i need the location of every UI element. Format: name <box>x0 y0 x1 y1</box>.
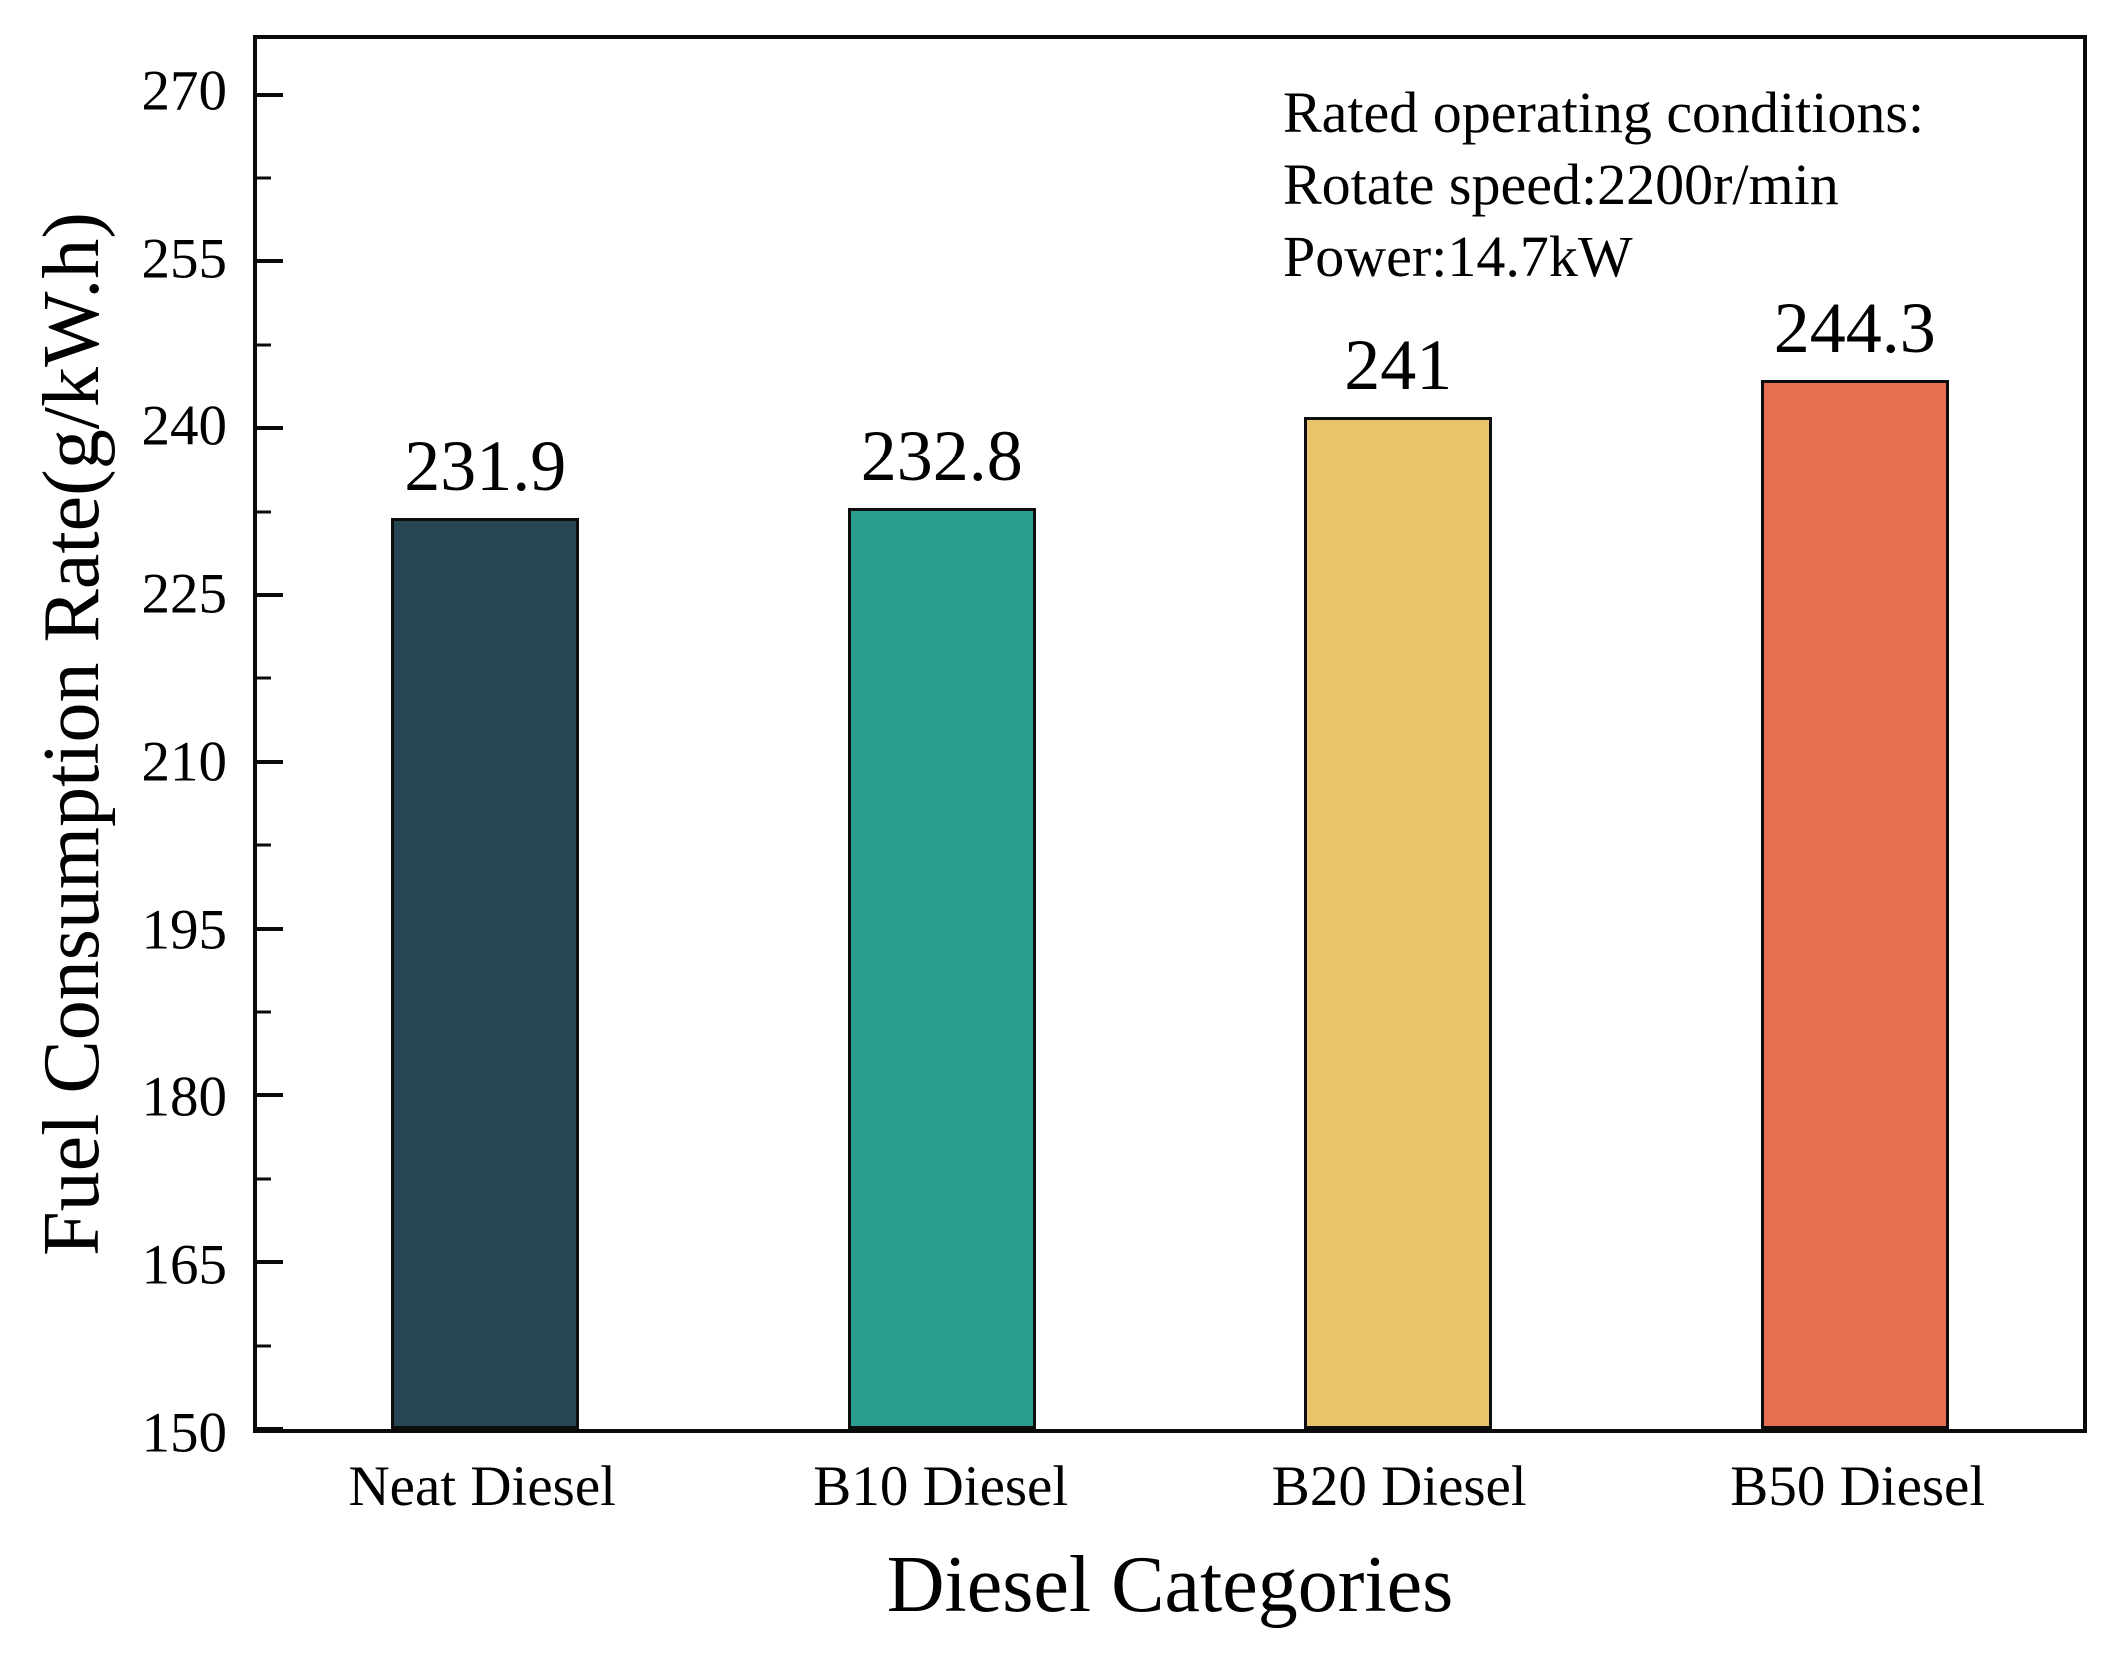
y-axis-major-tick <box>257 926 283 931</box>
y-axis-tick-label: 210 <box>141 730 228 794</box>
y-axis-major-tick <box>257 1427 283 1431</box>
y-axis-minor-tick <box>257 176 271 180</box>
bar <box>1760 380 1949 1429</box>
annotation-line: Rotate speed:2200r/min <box>1283 151 1839 217</box>
y-axis-tick-label: 195 <box>141 898 228 962</box>
x-axis-tick-label: B50 Diesel <box>1730 1455 1986 1518</box>
annotation-line: Rated operating conditions: <box>1283 80 1925 145</box>
bar-value-label: 244.3 <box>1773 288 1936 369</box>
bar <box>847 508 1036 1429</box>
y-axis-major-tick <box>257 92 283 97</box>
y-axis-major-tick <box>257 759 283 764</box>
bar-group-b20-diesel: 241 <box>1304 39 1493 1429</box>
bar <box>391 518 580 1429</box>
y-axis-minor-tick <box>257 510 271 514</box>
y-axis-minor-tick <box>257 343 271 347</box>
annotation-block: Rated operating conditions: Rotate speed… <box>1283 77 1924 293</box>
annotation-line: Power:14.7kW <box>1283 223 1633 289</box>
y-axis-tick-label: 180 <box>141 1065 228 1129</box>
x-axis-tick-labels: Neat Diesel B10 Diesel B20 Diesel B50 Diese… <box>253 1455 2087 1536</box>
y-axis-tick-labels: 150 165 180 195 210 225 240 255 270 <box>0 35 228 1461</box>
y-axis-major-tick <box>257 593 283 597</box>
plot-area: 231.9 232.8 241 244.3 Rated operating condi… <box>257 39 2083 1431</box>
bar-value-label: 232.8 <box>860 416 1023 497</box>
x-axis-tick-label: B10 Diesel <box>813 1455 1069 1518</box>
y-axis-major-tick <box>257 426 283 431</box>
y-axis-minor-tick <box>257 1344 271 1348</box>
bar-group-neat-diesel: 231.9 <box>391 39 580 1429</box>
plot-frame: 231.9 232.8 241 244.3 Rated operating condi… <box>253 35 2087 1433</box>
y-axis-major-tick <box>257 259 283 264</box>
y-axis-tick-label: 150 <box>141 1401 228 1465</box>
x-axis-tick-label: B20 Diesel <box>1271 1455 1527 1518</box>
y-axis-minor-tick <box>257 843 271 847</box>
y-axis-tick-label: 255 <box>141 227 228 291</box>
y-axis-tick-label: 240 <box>141 394 228 458</box>
x-axis-title: Diesel Categories <box>886 1541 1454 1629</box>
y-axis-minor-tick <box>257 1177 271 1181</box>
x-axis-tick-label: Neat Diesel <box>348 1455 616 1518</box>
bar-value-label: 241 <box>1344 325 1453 406</box>
y-axis-tick-label: 165 <box>141 1233 228 1297</box>
y-axis-minor-tick <box>257 676 271 680</box>
bar <box>1304 417 1493 1429</box>
y-axis-major-tick <box>257 1093 283 1098</box>
y-axis-tick-label: 270 <box>141 59 228 123</box>
bar-group-b10-diesel: 232.8 <box>847 39 1036 1429</box>
y-axis-minor-tick <box>257 1010 271 1014</box>
bar-group-b50-diesel: 244.3 <box>1760 39 1949 1429</box>
bar-value-label: 231.9 <box>404 426 567 507</box>
y-axis-major-tick <box>257 1260 283 1265</box>
y-axis-tick-label: 225 <box>141 562 228 626</box>
